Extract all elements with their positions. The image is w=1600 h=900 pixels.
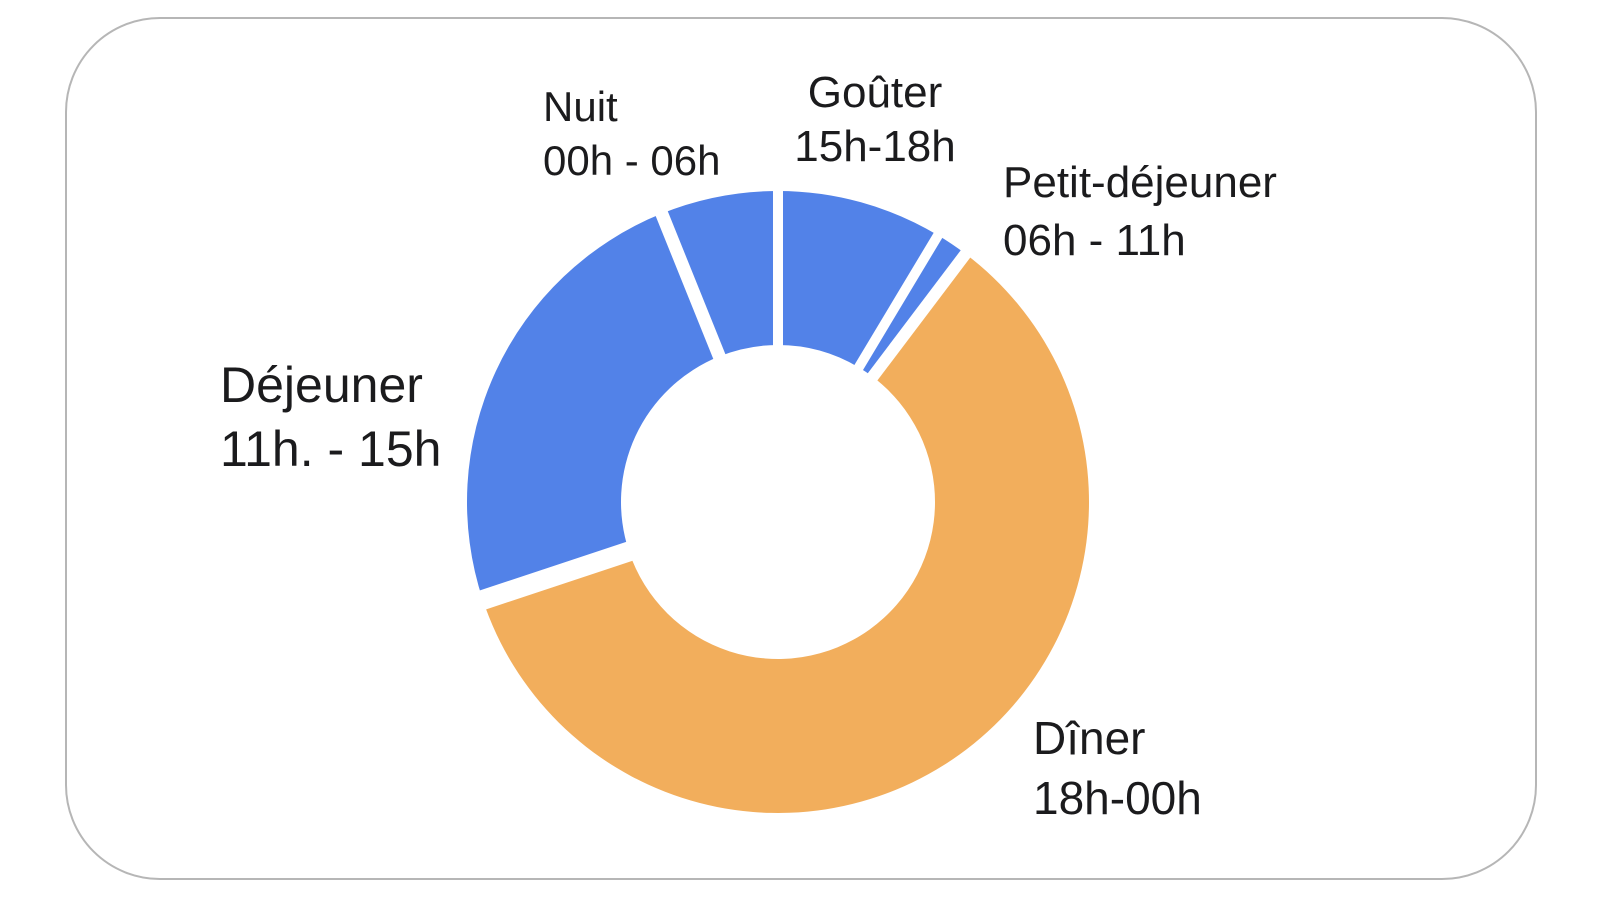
label-nuit: Nuit 00h - 06h (543, 80, 720, 188)
donut-segment-gouter[interactable] (778, 191, 938, 368)
label-dejeuner-name: Déjeuner (220, 357, 423, 413)
label-gouter: Goûter 15h-18h (794, 66, 955, 174)
donut-segment-dejeuner[interactable] (466, 213, 720, 600)
label-dejeuner: Déjeuner 11h. - 15h (220, 353, 441, 481)
slice-separator (860, 240, 978, 390)
donut-segment-diner[interactable] (482, 253, 1090, 814)
label-dejeuner-time: 11h. - 15h (220, 421, 442, 477)
label-petit-dejeuner-time: 06h - 11h (1003, 216, 1186, 265)
label-petit-dejeuner-name: Petit-déjeuner (1003, 158, 1277, 207)
label-diner-name: Dîner (1033, 712, 1146, 764)
label-nuit-time: 00h - 06h (543, 137, 721, 184)
donut-segment-petit-dejeuner[interactable] (858, 235, 966, 377)
label-nuit-name: Nuit (543, 83, 618, 130)
slice-separator (651, 200, 730, 370)
label-gouter-name: Goûter (807, 68, 943, 117)
donut-segment-nuit[interactable] (661, 191, 778, 357)
slice-separator (848, 222, 949, 381)
slice-separator (468, 538, 644, 614)
label-diner-time: 18h-00h (1033, 772, 1202, 824)
label-petit-dejeuner: Petit-déjeuner 06h - 11h (1003, 154, 1277, 270)
label-diner: Dîner 18h-00h (1033, 708, 1202, 828)
label-gouter-time: 15h-18h (794, 122, 956, 171)
